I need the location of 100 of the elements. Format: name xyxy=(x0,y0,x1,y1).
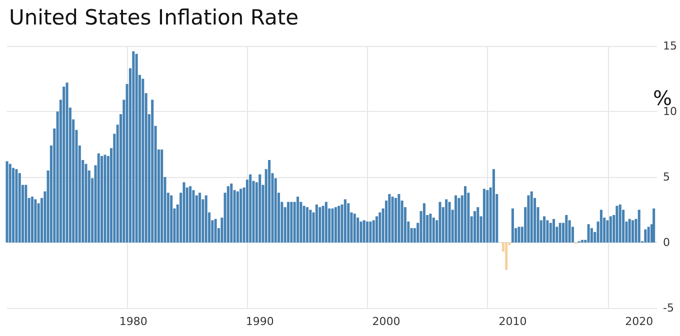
y-tick-label: -5 xyxy=(663,302,674,314)
bar xyxy=(486,190,489,242)
bar xyxy=(236,191,239,242)
bar xyxy=(66,82,68,242)
bar xyxy=(160,149,164,242)
bar xyxy=(344,199,346,242)
x-tick-label: 1980 xyxy=(119,315,148,328)
bar xyxy=(580,240,584,242)
bar xyxy=(132,51,135,242)
bar xyxy=(647,226,650,242)
bar xyxy=(315,204,318,242)
bar xyxy=(240,188,242,242)
bar xyxy=(464,186,467,242)
bar xyxy=(12,168,15,242)
bar xyxy=(34,199,37,242)
bar xyxy=(324,202,328,242)
bar xyxy=(100,156,104,242)
bar xyxy=(505,242,508,270)
bar xyxy=(8,164,12,242)
bar xyxy=(31,196,34,242)
x-tick-label: 2010 xyxy=(498,315,527,328)
bar xyxy=(189,186,192,242)
bar xyxy=(356,218,360,242)
bar xyxy=(230,184,233,242)
bar xyxy=(587,224,590,242)
bar xyxy=(334,207,337,242)
bar xyxy=(360,222,362,242)
bar xyxy=(182,182,186,242)
bar xyxy=(287,202,290,242)
bar xyxy=(448,202,451,242)
bar xyxy=(644,229,647,242)
bar xyxy=(527,195,530,242)
bar xyxy=(249,174,252,242)
bar xyxy=(214,218,217,242)
bar xyxy=(198,192,202,242)
bar xyxy=(474,211,476,242)
bar xyxy=(609,216,612,242)
bar xyxy=(97,153,100,242)
bar xyxy=(628,218,631,242)
bar xyxy=(24,184,28,242)
bar xyxy=(438,202,442,242)
bar xyxy=(549,222,552,242)
bar xyxy=(638,210,640,242)
x-tick-label: 2000 xyxy=(372,315,400,328)
bar xyxy=(565,214,568,242)
bar xyxy=(366,222,369,242)
bar xyxy=(353,214,356,242)
bar xyxy=(258,174,262,242)
bar xyxy=(530,191,533,242)
bar xyxy=(590,228,593,242)
bar xyxy=(511,208,514,242)
bar xyxy=(135,54,138,242)
bar xyxy=(552,218,556,242)
bar xyxy=(388,194,391,242)
bar xyxy=(543,216,546,242)
x-tick-label: 1990 xyxy=(246,315,274,328)
bar xyxy=(518,226,520,242)
bar xyxy=(616,206,618,242)
bar xyxy=(372,220,375,242)
bar xyxy=(306,207,308,242)
bar xyxy=(318,207,322,242)
bar xyxy=(394,198,398,242)
bar xyxy=(104,154,106,242)
bar xyxy=(492,169,495,242)
bar xyxy=(476,207,480,242)
bar xyxy=(432,218,435,242)
y-tick-label: 5 xyxy=(663,170,670,184)
bar xyxy=(454,195,458,242)
x-tick-label: 2020 xyxy=(625,315,654,328)
bar xyxy=(369,222,372,242)
bar xyxy=(398,194,400,242)
bar xyxy=(558,222,562,242)
bar xyxy=(429,214,432,242)
bar xyxy=(170,195,173,242)
bar xyxy=(331,208,334,242)
bar xyxy=(151,100,154,242)
bar xyxy=(652,208,656,242)
bar xyxy=(375,216,378,242)
bar xyxy=(226,186,230,242)
bar xyxy=(546,220,549,242)
bar xyxy=(631,220,634,242)
bar xyxy=(458,198,460,242)
bar xyxy=(338,206,340,242)
bar xyxy=(268,160,271,242)
bar xyxy=(18,173,21,242)
bar xyxy=(192,190,195,242)
bar xyxy=(62,86,66,242)
bar xyxy=(6,161,8,242)
bar xyxy=(322,206,324,242)
bar xyxy=(302,206,306,242)
bar xyxy=(290,202,293,242)
bar xyxy=(378,212,382,242)
bar xyxy=(600,210,602,242)
y-tick-label: 15 xyxy=(663,40,678,52)
bar xyxy=(15,169,18,242)
bar xyxy=(422,203,426,242)
bar xyxy=(204,195,208,242)
y-tick-label: 0 xyxy=(663,236,670,249)
bar xyxy=(482,188,486,242)
bar xyxy=(391,196,394,242)
